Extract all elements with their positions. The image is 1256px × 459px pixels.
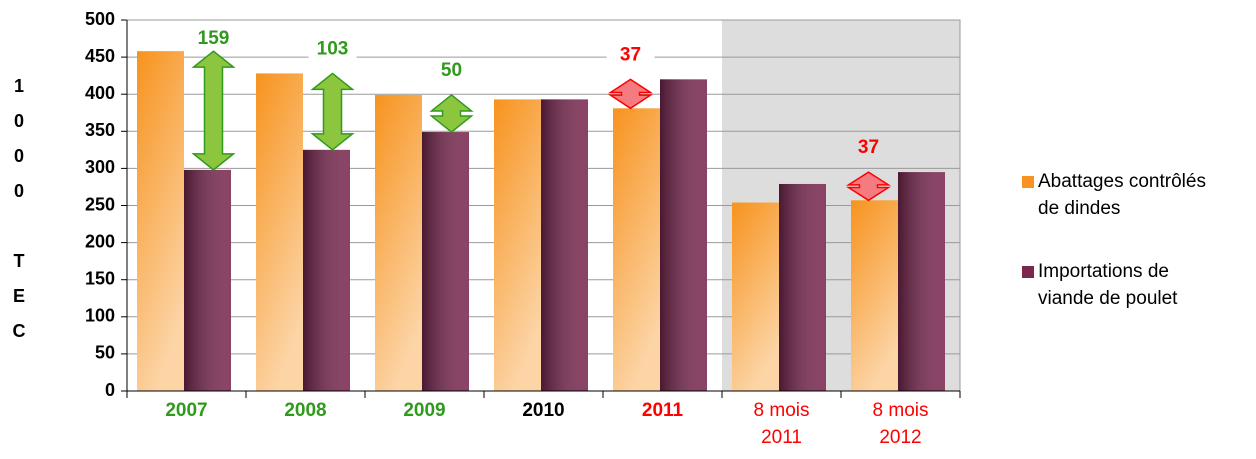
annotation-bg (427, 59, 476, 82)
difference-arrow (429, 93, 474, 134)
difference-arrow (191, 50, 236, 171)
bar-shade (422, 132, 469, 392)
y-axis-label: 1000 TEC (9, 76, 29, 356)
x-tick-label: 8 mois 2011 (753, 400, 810, 448)
y-tick-label: 500 (85, 9, 115, 29)
bar-shade (256, 73, 303, 391)
annotation-label: 103 (317, 38, 349, 59)
annotation-label: 37 (858, 137, 879, 158)
annotation-bg (606, 44, 655, 67)
bar-shade (137, 51, 184, 391)
y-tick-label: 300 (85, 157, 115, 177)
y-tick-label: 450 (85, 46, 115, 66)
bar-shade (613, 108, 660, 391)
y-tick-label: 50 (95, 343, 115, 363)
x-tick-label: 2008 (284, 400, 327, 421)
x-tick-label: 8 mois 2012 (872, 400, 929, 448)
difference-arrow (845, 171, 892, 202)
y-tick-label: 350 (85, 120, 115, 140)
bar-shade (303, 149, 350, 391)
annotation-bg (189, 28, 238, 51)
difference-arrow (607, 78, 654, 110)
legend-swatch (1022, 176, 1034, 188)
annotation-bg (308, 38, 357, 61)
bar-shade (732, 202, 779, 391)
x-tick-label: 2007 (165, 400, 208, 421)
legend-label: Abattages contrôlés de dindes (1038, 171, 1206, 219)
bar-shade (375, 94, 422, 391)
bar-shade (494, 99, 541, 392)
y-tick-label: 150 (85, 268, 115, 288)
legend-swatch (1022, 266, 1034, 278)
bar-shade (851, 200, 898, 391)
annotation-label: 50 (441, 60, 462, 81)
y-tick-label: 0 (105, 380, 115, 400)
legend-label: Importations de viande de poulet (1038, 261, 1178, 309)
y-tick-label: 250 (85, 194, 115, 214)
bar-shade (184, 169, 231, 391)
bar-shade (660, 79, 707, 392)
x-tick-label: 2011 (641, 400, 684, 421)
difference-arrow (310, 72, 355, 151)
annotation-label: 159 (198, 28, 230, 49)
annotation-label: 37 (620, 44, 641, 65)
bar-shade (779, 183, 826, 391)
x-tick-label: 2009 (403, 400, 446, 421)
y-tick-label: 100 (85, 306, 115, 326)
y-tick-label: 200 (85, 231, 115, 251)
bar-shade (898, 172, 945, 391)
y-tick-label: 400 (85, 83, 115, 103)
bar-shade (541, 99, 588, 392)
x-tick-label: 2010 (522, 400, 565, 421)
